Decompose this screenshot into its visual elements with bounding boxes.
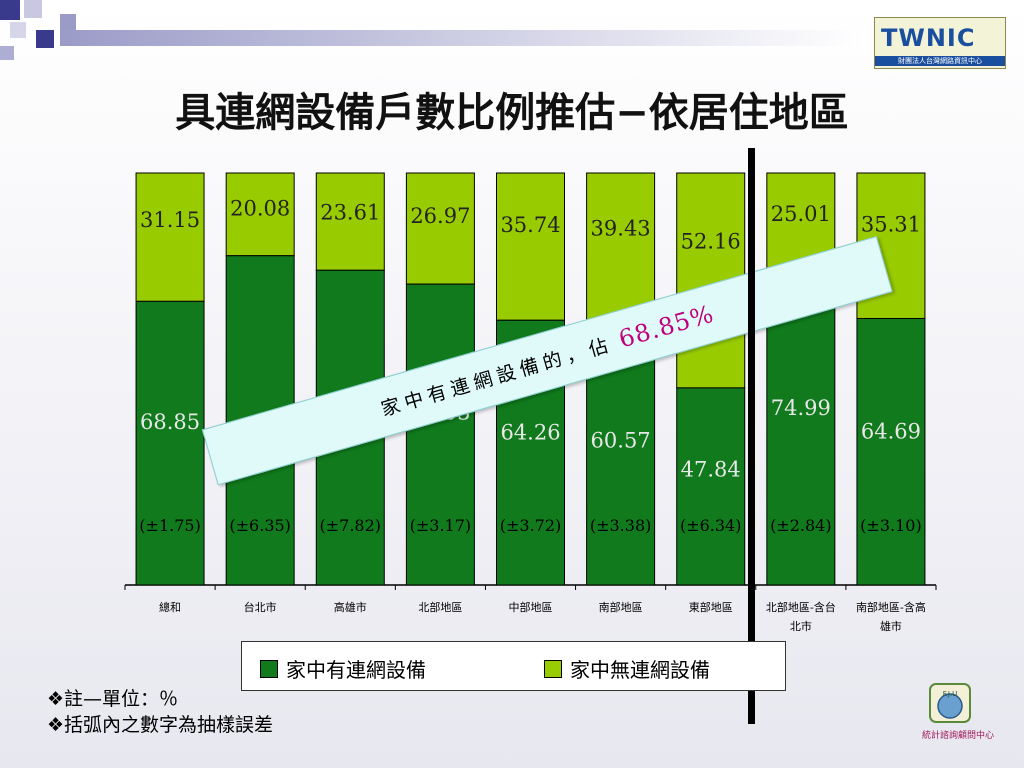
category-label: 南部地區 [599,600,643,614]
error-label: (±7.82) [320,516,382,535]
error-label: (±3.10) [860,516,922,535]
error-label: (±3.38) [590,516,652,535]
stamp-text: 統計諮詢顧問中心 [922,729,994,741]
data-label-yes: 64.26 [500,420,560,444]
decor-square [0,0,20,20]
page-title: 具連網設備戶數比例推估−依居住地區 [175,89,849,136]
category-label: 北市 [790,619,812,633]
category-label: 總和 [159,600,181,614]
legend-swatch-no [544,659,562,678]
data-label-no: 52.16 [681,230,741,254]
data-label-yes: 68.85 [140,410,200,434]
error-label: (±1.75) [139,516,201,535]
data-label-no: 31.15 [140,208,200,232]
category-label: 北部地區-含台 [766,600,836,614]
data-label-yes: 60.57 [591,429,651,453]
error-label: (±3.72) [500,516,562,535]
category-label: 北部地區 [418,600,462,614]
error-label: (±6.34) [680,516,742,535]
bar-segment-no [315,172,385,271]
data-label-yes: 74.99 [771,396,831,420]
category-label: 台北市 [244,600,277,614]
note-error: ❖括弧內之數字為抽樣誤差 [47,714,274,736]
error-label: (±2.84) [770,516,832,535]
bar-segment-no [405,172,475,285]
bar-segment-yes [135,300,205,586]
logo-text: TWNIC [881,24,976,52]
decor-square [10,22,26,38]
data-label-no: 25.01 [771,202,831,226]
category-label: 雄市 [880,619,902,633]
data-label-no: 35.31 [861,212,921,236]
fju-stamp-logo: F.J.U 統計諮詢顧問中心 [922,683,994,741]
data-label-no: 39.43 [591,217,651,241]
data-label-no: 20.08 [230,197,290,221]
bar-segment-no [135,172,205,302]
data-label-no: 35.74 [500,213,560,237]
bar-segment-yes [856,317,926,586]
footnotes: ❖註—單位：％ ❖括弧內之數字為抽樣誤差 [47,686,273,738]
note-unit: ❖註—單位：％ [47,688,179,710]
category-label: 南部地區-含高 [856,600,926,614]
decor-square [0,46,14,60]
decor-square [60,14,76,30]
data-label-yes: 64.69 [861,419,921,443]
data-label-yes: 47.84 [681,458,741,482]
chart-legend: 家中有連網設備 家中無連網設備 [241,641,786,691]
legend-label-no: 家中無連網設備 [570,658,710,682]
category-label: 東部地區 [689,600,733,614]
legend-label-yes: 家中有連網設備 [286,658,426,682]
banner-percent: 68.85% [615,299,718,354]
legend-swatch-yes [260,659,278,678]
bar-segment-yes [586,334,656,586]
legend-item-yes: 家中有連網設備 [260,654,426,683]
twnic-logo: TWNIC 財團法人台灣網路資訊中心 [874,17,1006,69]
divider-line [748,148,755,724]
category-label: 中部地區 [509,600,553,614]
bar-segment-yes [676,387,746,586]
data-label-no: 23.61 [320,200,380,224]
bar-segment-yes [405,283,475,586]
category-label: 高雄市 [334,600,367,614]
decor-square [24,0,42,18]
bar-segment-yes [766,275,836,586]
decor-square [36,30,54,48]
data-label-no: 26.97 [410,204,470,228]
legend-item-no: 家中無連網設備 [544,654,710,683]
error-label: (±3.17) [410,516,472,535]
error-label: (±6.35) [229,516,291,535]
header-bar [60,30,864,46]
logo-subtitle: 財團法人台灣網路資訊中心 [875,56,1005,66]
bar-segment-no [496,172,565,321]
stamp-inner: F.J.U [943,690,958,698]
